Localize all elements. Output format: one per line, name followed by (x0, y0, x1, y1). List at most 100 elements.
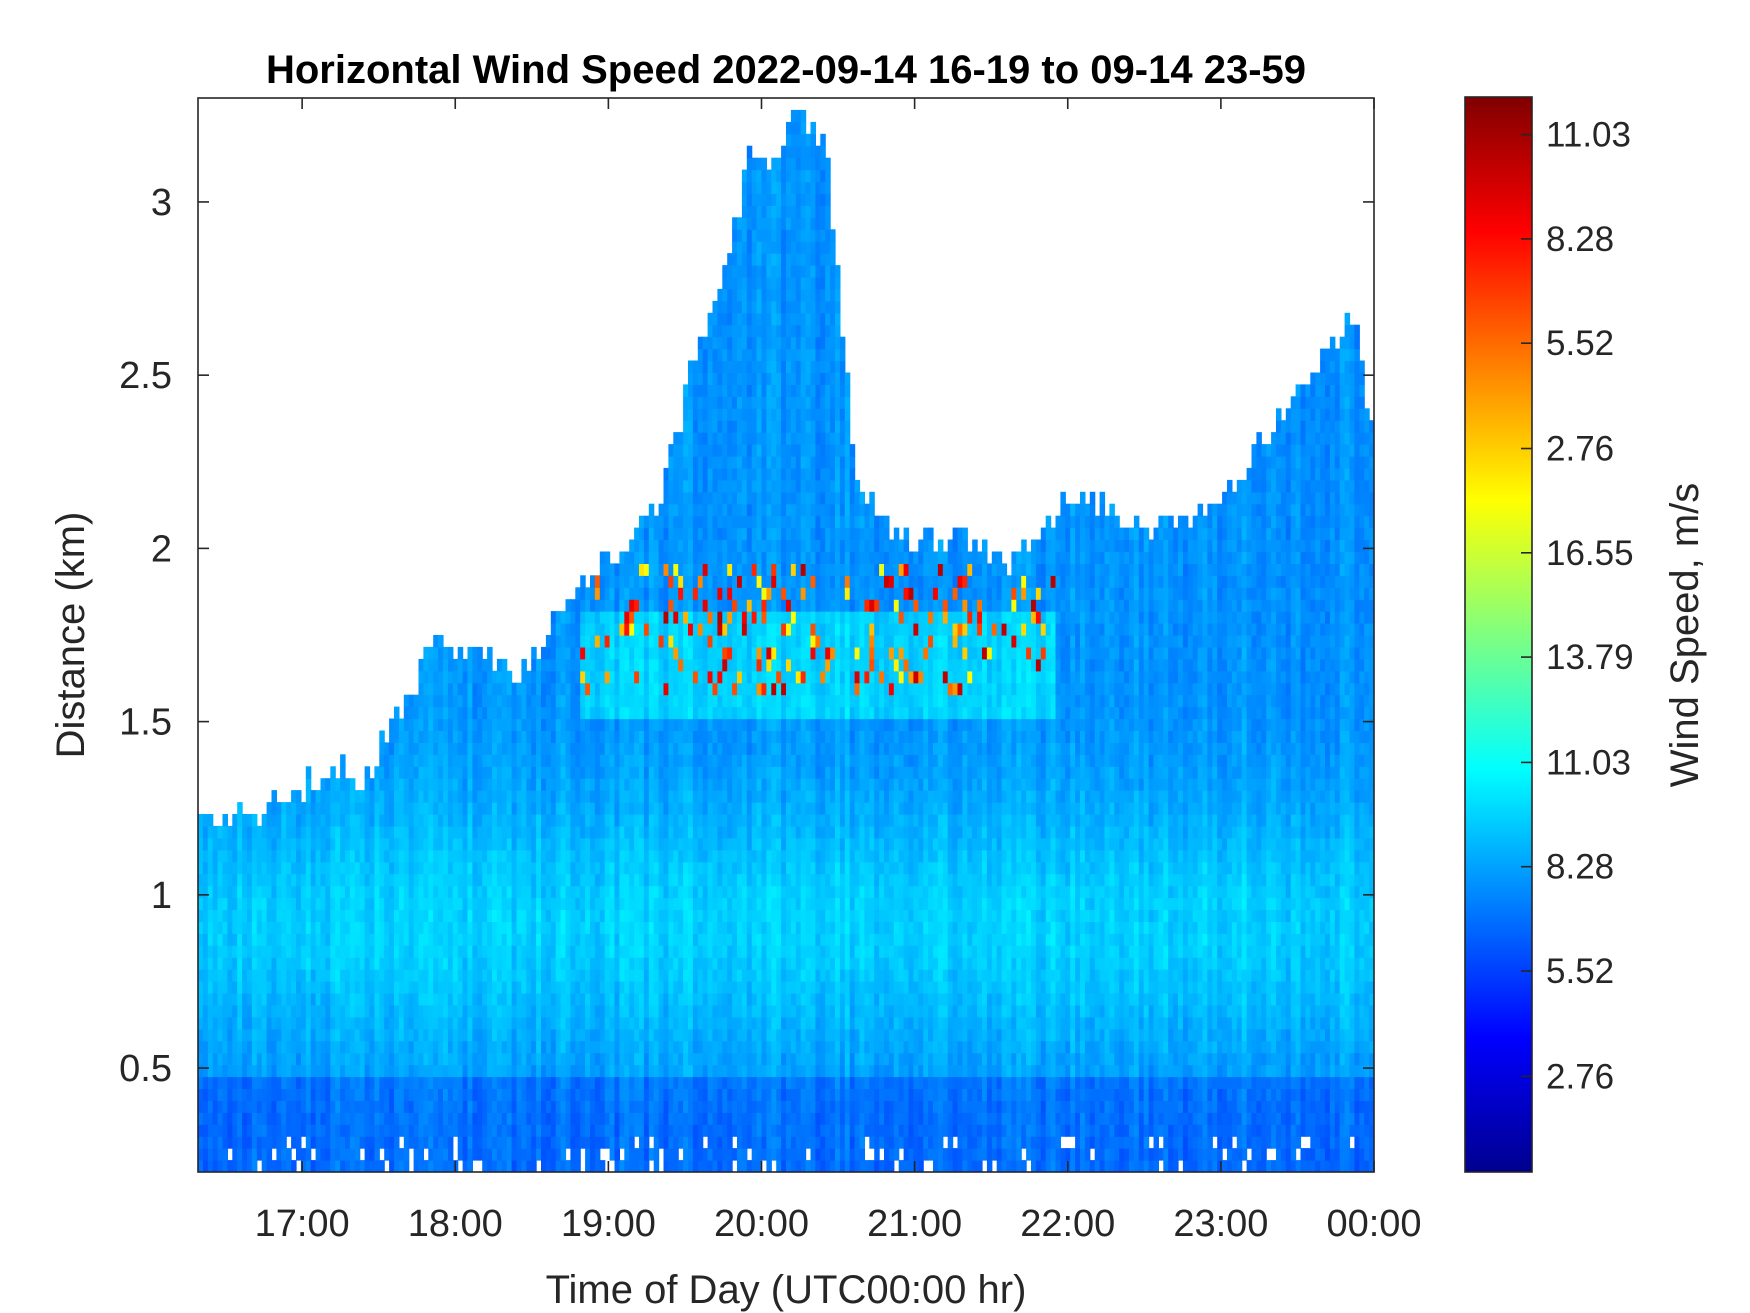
heatmap-cell (452, 969, 459, 982)
heatmap-cell (683, 1112, 689, 1125)
heatmap-cell (291, 1100, 297, 1113)
heatmap-cell (555, 1100, 562, 1113)
heatmap-cell (359, 814, 366, 827)
heatmap-cell (438, 1004, 444, 1018)
heatmap-cell (359, 885, 366, 899)
heatmap-cell (232, 957, 238, 970)
heatmap-cell (550, 646, 557, 660)
heatmap-cell (443, 706, 449, 720)
heatmap-cell (570, 623, 576, 636)
heatmap-cell (688, 384, 694, 397)
heatmap-cell (247, 837, 253, 851)
heatmap-cell (482, 897, 488, 910)
heatmap-cell (688, 420, 694, 433)
heatmap-cell (364, 1016, 371, 1030)
heatmap-cell (428, 933, 434, 946)
heatmap-cell (271, 873, 277, 887)
heatmap-cell (712, 1124, 718, 1137)
heatmap-cell (741, 933, 748, 946)
heatmap-cell (232, 1088, 238, 1101)
heatmap-cell (354, 1160, 361, 1172)
heatmap-cell (673, 730, 679, 743)
heatmap-cell (251, 1124, 258, 1137)
heatmap-cell (585, 670, 591, 684)
heatmap-cell (732, 324, 738, 338)
heatmap-cell (423, 1136, 429, 1149)
heatmap-cell (536, 1028, 542, 1042)
heatmap-cell (521, 981, 527, 994)
heatmap-cell (443, 682, 449, 696)
heatmap-cell (599, 658, 606, 672)
heatmap-cell (555, 957, 562, 970)
heatmap-cell (653, 635, 660, 648)
heatmap-cell (717, 408, 723, 421)
heatmap-cell (580, 1076, 586, 1089)
heatmap-cell (604, 670, 611, 684)
heatmap-cell (501, 814, 508, 827)
heatmap-cell (413, 1148, 420, 1161)
heatmap-cell (296, 1112, 302, 1125)
heatmap-cell (217, 1028, 224, 1042)
heatmap-cell (555, 933, 562, 946)
heatmap-cell (438, 897, 444, 910)
heatmap-cell (707, 981, 714, 994)
heatmap-cell (541, 766, 547, 779)
heatmap-cell (717, 288, 723, 302)
heatmap-cell (281, 1016, 287, 1030)
heatmap-cell (345, 921, 351, 934)
heatmap-cell (741, 181, 748, 194)
heatmap-cell (599, 849, 606, 863)
heatmap-cell (389, 778, 395, 791)
heatmap-cell (364, 909, 371, 922)
heatmap-cell (247, 1052, 253, 1066)
heatmap-cell (653, 766, 660, 779)
heatmap-cell (447, 790, 454, 803)
heatmap-cell (629, 933, 635, 946)
heatmap-cell (472, 706, 478, 720)
heatmap-cell (413, 1028, 420, 1042)
heatmap-cell (251, 981, 258, 994)
heatmap-cell (428, 802, 434, 815)
heatmap-cell (335, 814, 341, 827)
heatmap-cell (746, 1136, 753, 1149)
heatmap-cell (305, 1100, 312, 1113)
heatmap-cell (291, 969, 297, 982)
heatmap-cell (741, 778, 748, 791)
heatmap-cell (737, 360, 743, 373)
heatmap-cell (555, 1028, 562, 1042)
heatmap-cell (634, 1112, 640, 1125)
heatmap-cell (727, 312, 733, 326)
heatmap-cell (624, 849, 630, 863)
heatmap-cell (198, 849, 204, 863)
heatmap-cell (697, 670, 704, 684)
heatmap-cell (433, 1016, 439, 1030)
heatmap-cell (688, 802, 694, 815)
heatmap-cell (374, 933, 380, 946)
heatmap-cell (477, 1052, 483, 1066)
heatmap-cell (560, 969, 567, 982)
heatmap-cell (403, 969, 410, 982)
heatmap-cell (516, 993, 522, 1006)
heatmap-cell (305, 1028, 312, 1042)
heatmap-cell (482, 957, 488, 970)
heatmap-cell (604, 909, 611, 922)
heatmap-cell (732, 670, 738, 684)
heatmap-cell (717, 1136, 723, 1149)
heatmap-cell (487, 1100, 493, 1113)
heatmap-cell (403, 993, 410, 1006)
heatmap-cell (541, 837, 547, 851)
heatmap-cell (722, 432, 728, 445)
heatmap-cell (663, 1040, 669, 1054)
heatmap-cell (570, 1112, 576, 1125)
heatmap-cell (541, 849, 547, 863)
heatmap-cell (648, 503, 655, 517)
heatmap-cell (374, 1112, 380, 1125)
heatmap-cell (712, 408, 718, 421)
heatmap-cell (506, 885, 513, 899)
heatmap-cell (717, 993, 723, 1006)
heatmap-cell (457, 885, 464, 899)
heatmap-cell (707, 1160, 714, 1172)
heatmap-cell (457, 957, 464, 970)
heatmap-cell (394, 1040, 400, 1054)
heatmap-cell (198, 945, 204, 958)
